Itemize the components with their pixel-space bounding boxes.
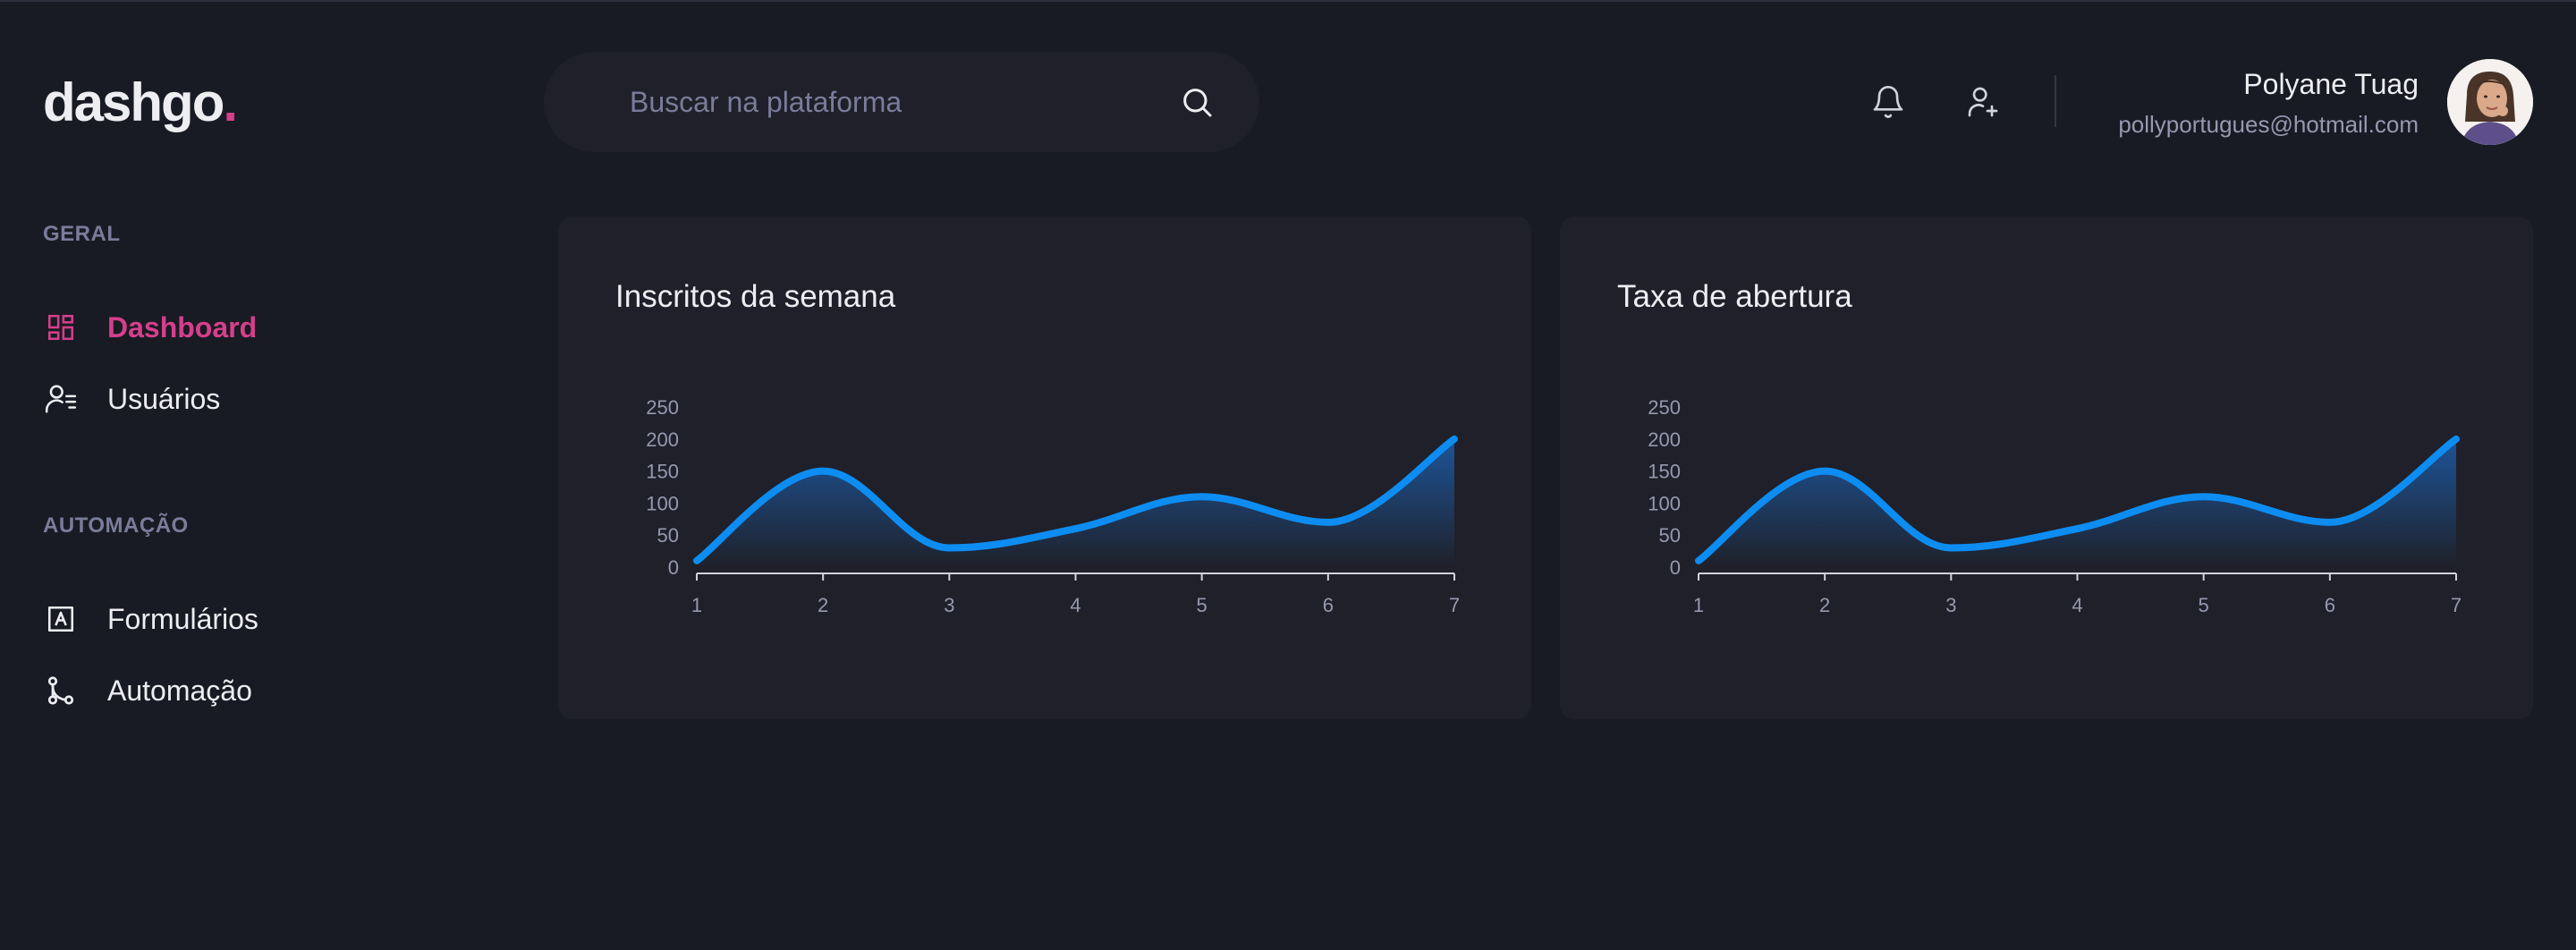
bell-icon[interactable] <box>1867 81 1910 123</box>
y-tick-label: 50 <box>657 524 679 547</box>
x-tick-label: 3 <box>944 594 954 616</box>
y-tick-label: 100 <box>1648 492 1681 514</box>
top-border <box>0 0 2576 2</box>
sidebar-item-label: Automação <box>107 674 252 707</box>
git-merge-icon <box>43 673 79 708</box>
y-tick-label: 250 <box>646 396 679 419</box>
y-tick-label: 250 <box>1648 396 1681 419</box>
sidebar-item-label: Usuários <box>107 382 221 415</box>
chart-inscritos: 1 2 3 4 5 6 7 0 50 100 150 200 250 <box>646 396 1460 616</box>
y-tick-label: 200 <box>1648 428 1681 451</box>
sidebar-item-formularios[interactable]: Formulários <box>43 598 258 640</box>
user-add-icon[interactable] <box>1962 81 2004 123</box>
sidebar-item-label: Dashboard <box>107 310 258 344</box>
logo-dot: . <box>223 72 238 132</box>
logo-text: dashgo <box>43 72 225 132</box>
users-icon <box>43 381 79 417</box>
x-tick-label: 1 <box>691 594 702 616</box>
y-tick-label: 150 <box>1648 461 1681 483</box>
sidebar-item-label: Formulários <box>107 602 258 635</box>
chart-card-taxa: Taxa de abertura 1 2 3 4 5 6 7 0 50 100 150 200 250 <box>1560 216 2533 719</box>
series-line <box>693 435 1458 564</box>
y-tick-label: 0 <box>1670 556 1681 579</box>
y-tick-label: 100 <box>646 492 679 514</box>
sidebar-item-usuarios[interactable]: Usuários <box>43 377 220 420</box>
logo: dashgo. <box>43 72 238 133</box>
avatar[interactable] <box>2447 59 2533 145</box>
x-tick-label: 6 <box>1323 594 1334 616</box>
chart-area <box>1699 438 2456 567</box>
y-tick-label: 0 <box>668 556 679 579</box>
search-bar[interactable] <box>544 52 1259 152</box>
form-icon <box>43 601 79 637</box>
profile-name: Polyane Tuag <box>2243 68 2419 100</box>
y-tick-label: 200 <box>646 428 679 451</box>
chart-area <box>697 438 1454 567</box>
sidebar-item-dashboard[interactable]: Dashboard <box>43 306 257 349</box>
x-tick-label: 6 <box>2325 594 2335 616</box>
x-tick-label: 5 <box>2199 594 2209 616</box>
series-line <box>1695 435 2460 564</box>
y-tick-label: 50 <box>1659 524 1681 547</box>
header-divider <box>2055 75 2056 127</box>
chart-card-title: Inscritos da semana <box>615 279 896 314</box>
y-tick-label: 150 <box>646 461 679 483</box>
x-tick-label: 2 <box>818 594 828 616</box>
sidebar-section-automacao: AUTOMAÇÃO <box>43 513 189 538</box>
chart-taxa: 1 2 3 4 5 6 7 0 50 100 150 200 250 <box>1648 396 2462 616</box>
search-input[interactable] <box>630 85 1177 119</box>
x-tick-label: 1 <box>1693 594 1704 616</box>
dashboard-icon <box>43 310 79 345</box>
sidebar-section-geral: GERAL <box>43 222 121 246</box>
x-tick-label: 2 <box>1819 594 1830 616</box>
search-icon[interactable] <box>1177 82 1216 122</box>
x-tick-label: 3 <box>1945 594 1956 616</box>
x-tick-label: 5 <box>1197 594 1208 616</box>
x-tick-label: 4 <box>2072 594 2082 616</box>
x-tick-label: 7 <box>2451 594 2462 616</box>
sidebar-item-automacao[interactable]: Automação <box>43 669 252 712</box>
profile-email: pollyportugues@hotmail.com <box>2118 111 2419 138</box>
x-tick-label: 4 <box>1070 594 1080 616</box>
x-tick-label: 7 <box>1449 594 1460 616</box>
chart-card-title: Taxa de abertura <box>1617 279 1852 314</box>
chart-card-inscritos: Inscritos da semana 1 2 3 4 5 6 7 0 50 100 150 200 2… <box>558 216 1531 719</box>
